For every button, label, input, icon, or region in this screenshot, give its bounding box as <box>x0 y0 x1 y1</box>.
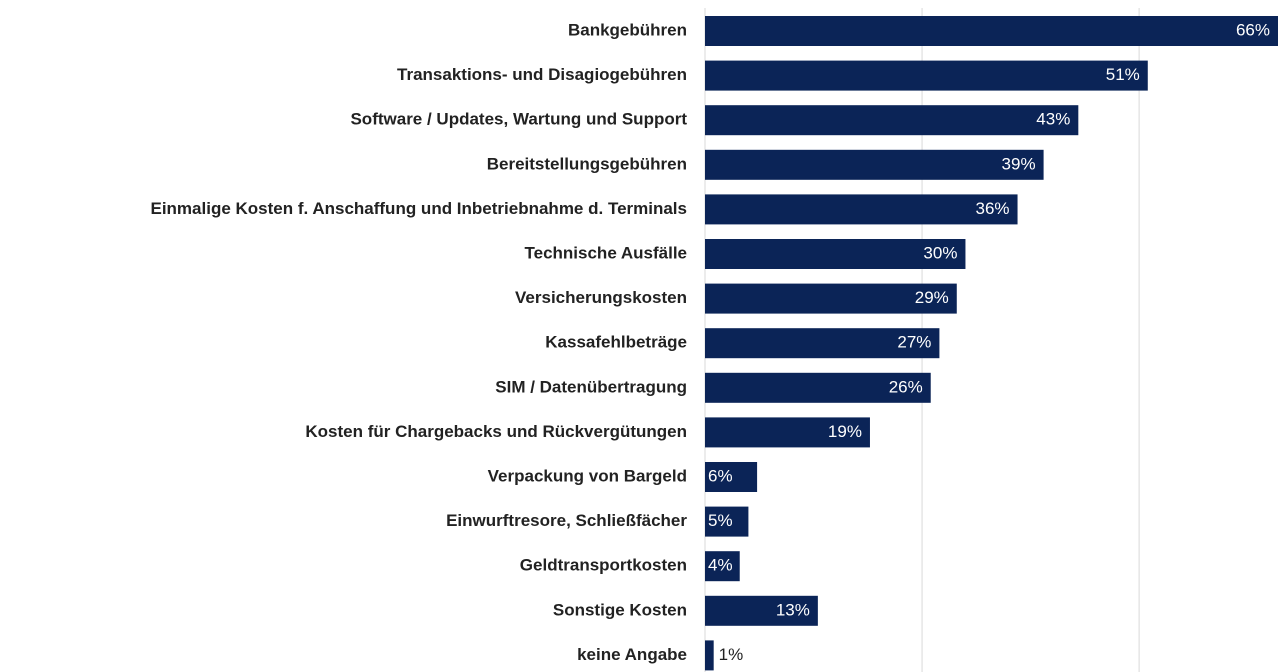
bar <box>705 283 957 314</box>
bar <box>705 551 740 582</box>
bar <box>705 60 1148 91</box>
bar <box>705 16 1278 46</box>
bar <box>705 149 1044 180</box>
category-label: Kosten für Chargebacks und Rückvergütung… <box>305 422 687 441</box>
value-label: 43% <box>1036 110 1070 129</box>
category-label: Versicherungskosten <box>515 288 687 307</box>
category-label: Einwurftresore, Schließfächer <box>446 511 687 530</box>
bar <box>705 328 940 359</box>
bar <box>705 462 758 492</box>
bar <box>705 595 818 626</box>
value-label: 39% <box>1002 154 1036 173</box>
bar <box>705 372 931 403</box>
category-label: Geldtransportkosten <box>520 556 687 575</box>
value-label: 30% <box>923 243 957 262</box>
category-label: Bankgebühren <box>568 20 687 39</box>
bar <box>705 506 749 537</box>
value-label: 5% <box>708 511 733 530</box>
bar <box>705 417 870 448</box>
category-label: Verpackung von Bargeld <box>488 466 687 485</box>
category-label: Transaktions- und Disagiogebühren <box>397 65 687 84</box>
value-label: 66% <box>1236 20 1270 39</box>
bar <box>705 239 966 269</box>
value-label: 36% <box>976 199 1010 218</box>
value-label: 29% <box>915 288 949 307</box>
value-label: 6% <box>708 466 733 485</box>
category-label: Kassafehlbeträge <box>545 333 687 352</box>
category-label: Software / Updates, Wartung und Support <box>350 110 687 129</box>
value-label: 51% <box>1106 65 1140 84</box>
bar <box>705 640 714 671</box>
category-label: SIM / Datenübertragung <box>495 377 687 396</box>
value-label: 19% <box>828 422 862 441</box>
bar <box>705 194 1018 225</box>
category-label: Technische Ausfälle <box>525 243 688 262</box>
value-label: 1% <box>719 645 744 664</box>
value-label: 27% <box>897 333 931 352</box>
value-label: 26% <box>889 377 923 396</box>
category-label: Einmalige Kosten f. Anschaffung und Inbe… <box>150 199 687 218</box>
value-label: 4% <box>708 556 733 575</box>
category-label: Sonstige Kosten <box>553 600 687 619</box>
category-label: keine Angabe <box>577 645 687 664</box>
value-label: 13% <box>776 600 810 619</box>
bar <box>705 105 1079 136</box>
category-label: Bereitstellungsgebühren <box>487 154 687 173</box>
